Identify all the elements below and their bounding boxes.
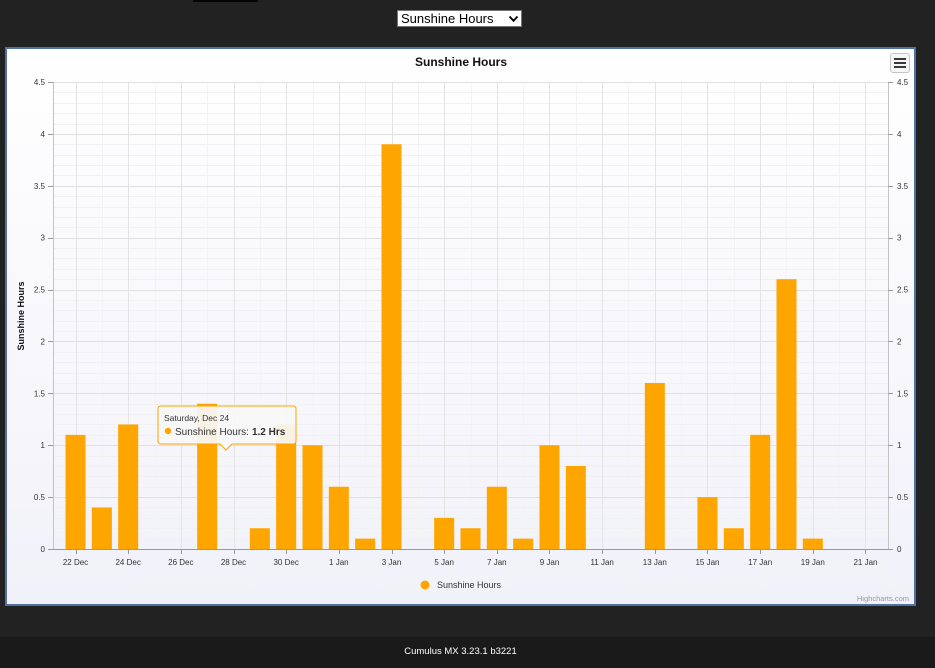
y-tick-label-left: 3.5 [34,182,46,191]
x-tick-label: 11 Jan [590,558,613,567]
legend-marker [420,580,430,590]
x-tick-label: 21 Jan [853,558,877,567]
y-tick-label-right: 4 [897,130,902,139]
bar-29-dec[interactable] [249,528,270,549]
sunshine-chart: 0 0 0.5 0.5 1 1 1.5 1.5 2 2 2.5 2.5 3 3 3.5 3.5 4 4 4.5 4.5… [16,55,909,603]
y-tick-label-right: 0.5 [897,493,909,502]
y-tick-label-left: 3 [41,234,46,243]
chevron-down-icon [508,15,519,23]
bar-6-jan[interactable] [460,528,481,549]
x-tick-label: 17 Jan [748,558,772,567]
bar-15-jan[interactable] [697,497,718,549]
x-tick-label: 5 Jan [434,558,454,567]
y-tick-label-left: 4.5 [34,78,46,87]
x-tick-label: 3 Jan [382,558,402,567]
y-tick-label-right: 3.5 [897,182,909,191]
bar-22-dec[interactable] [65,434,86,549]
y-tick-label-right: 1 [897,441,902,450]
x-tick-label: 28 Dec [221,558,246,567]
bar-2-jan[interactable] [355,538,376,549]
x-tick-label: 19 Jan [801,558,825,567]
y-tick-label-right: 2 [897,337,902,346]
y-tick-label-left: 0 [41,545,46,554]
bar-7-jan[interactable] [486,486,507,549]
y-tick-label-left: 2 [41,337,46,346]
chart-title: Sunshine Hours [415,55,507,69]
y-tick-label-right: 2.5 [897,286,909,295]
y-tick-label-right: 3 [897,234,902,243]
legend-item[interactable]: Sunshine Hours [420,580,502,590]
tooltip-marker [164,427,172,435]
x-tick-label: 30 Dec [273,558,298,567]
y-tick-label-left: 0.5 [34,493,46,502]
y-tick-label-right: 4.5 [897,78,909,87]
x-tick-label: 24 Dec [115,558,140,567]
tooltip-value: 1.2 Hrs [252,427,286,438]
y-tick-label-left: 4 [41,130,46,139]
chart-menu-button[interactable] [890,53,910,73]
footer-version-text: Cumulus MX 3.23.1 b3221 [404,646,517,657]
tooltip-box [157,405,297,451]
y-tick-label-left: 2.5 [34,286,46,295]
x-tick-label: 22 Dec [63,558,88,567]
bar-10-jan[interactable] [565,465,586,549]
tooltip: Saturday, Dec 24 Sunshine Hours: 1.2 Hrs [157,405,297,451]
credits-link[interactable]: Highcharts.com [857,594,909,603]
bar-9-jan[interactable] [539,445,560,549]
y-axis-title: Sunshine Hours [16,281,26,350]
tooltip-value-line: Sunshine Hours: 1.2 Hrs [175,427,286,438]
tick-labels: 0 0 0.5 0.5 1 1 1.5 1.5 2 2 2.5 2.5 3 3 3.5 3.5 4 4 4.5 4.5… [34,78,909,567]
top-nav-strip [193,0,258,2]
bar-1-jan[interactable] [328,486,349,549]
tooltip-series-label: Sunshine Hours: [175,427,249,438]
chart-container: 0 0 0.5 0.5 1 1 1.5 1.5 2 2 2.5 2.5 3 3 3.5 3.5 4 4 4.5 4.5… [5,47,916,606]
legend-label: Sunshine Hours [437,580,502,590]
bar-19-jan[interactable] [802,538,823,549]
x-tick-label: 26 Dec [168,558,193,567]
x-tick-label: 7 Jan [487,558,507,567]
chart-type-select-value: Sunshine Hours [401,11,494,26]
bar-5-jan[interactable] [434,517,455,549]
bar-series [65,144,823,549]
bar-17-jan[interactable] [750,434,771,549]
x-tick-label: 13 Jan [643,558,667,567]
bar-16-jan[interactable] [723,528,744,549]
tooltip-date: Saturday, Dec 24 [164,413,229,423]
footer: Cumulus MX 3.23.1 b3221 [0,637,935,668]
y-tick-label-right: 0 [897,545,902,554]
x-tick-label: 9 Jan [540,558,560,567]
axes [48,82,893,554]
bar-8-jan[interactable] [513,538,534,549]
y-tick-label-right: 1.5 [897,389,909,398]
y-tick-label-left: 1 [41,441,46,450]
x-tick-label: 1 Jan [329,558,349,567]
x-tick-label: 15 Jan [695,558,719,567]
bar-13-jan[interactable] [644,382,665,549]
bar-3-jan[interactable] [381,144,402,549]
bar-24-dec[interactable] [118,424,139,549]
y-tick-label-left: 1.5 [34,389,46,398]
chart-type-select[interactable]: Sunshine Hours [397,10,522,27]
bar-31-dec[interactable] [302,445,323,549]
bar-23-dec[interactable] [91,507,112,549]
bar-30-dec[interactable] [276,424,297,549]
bar-18-jan[interactable] [776,279,797,549]
